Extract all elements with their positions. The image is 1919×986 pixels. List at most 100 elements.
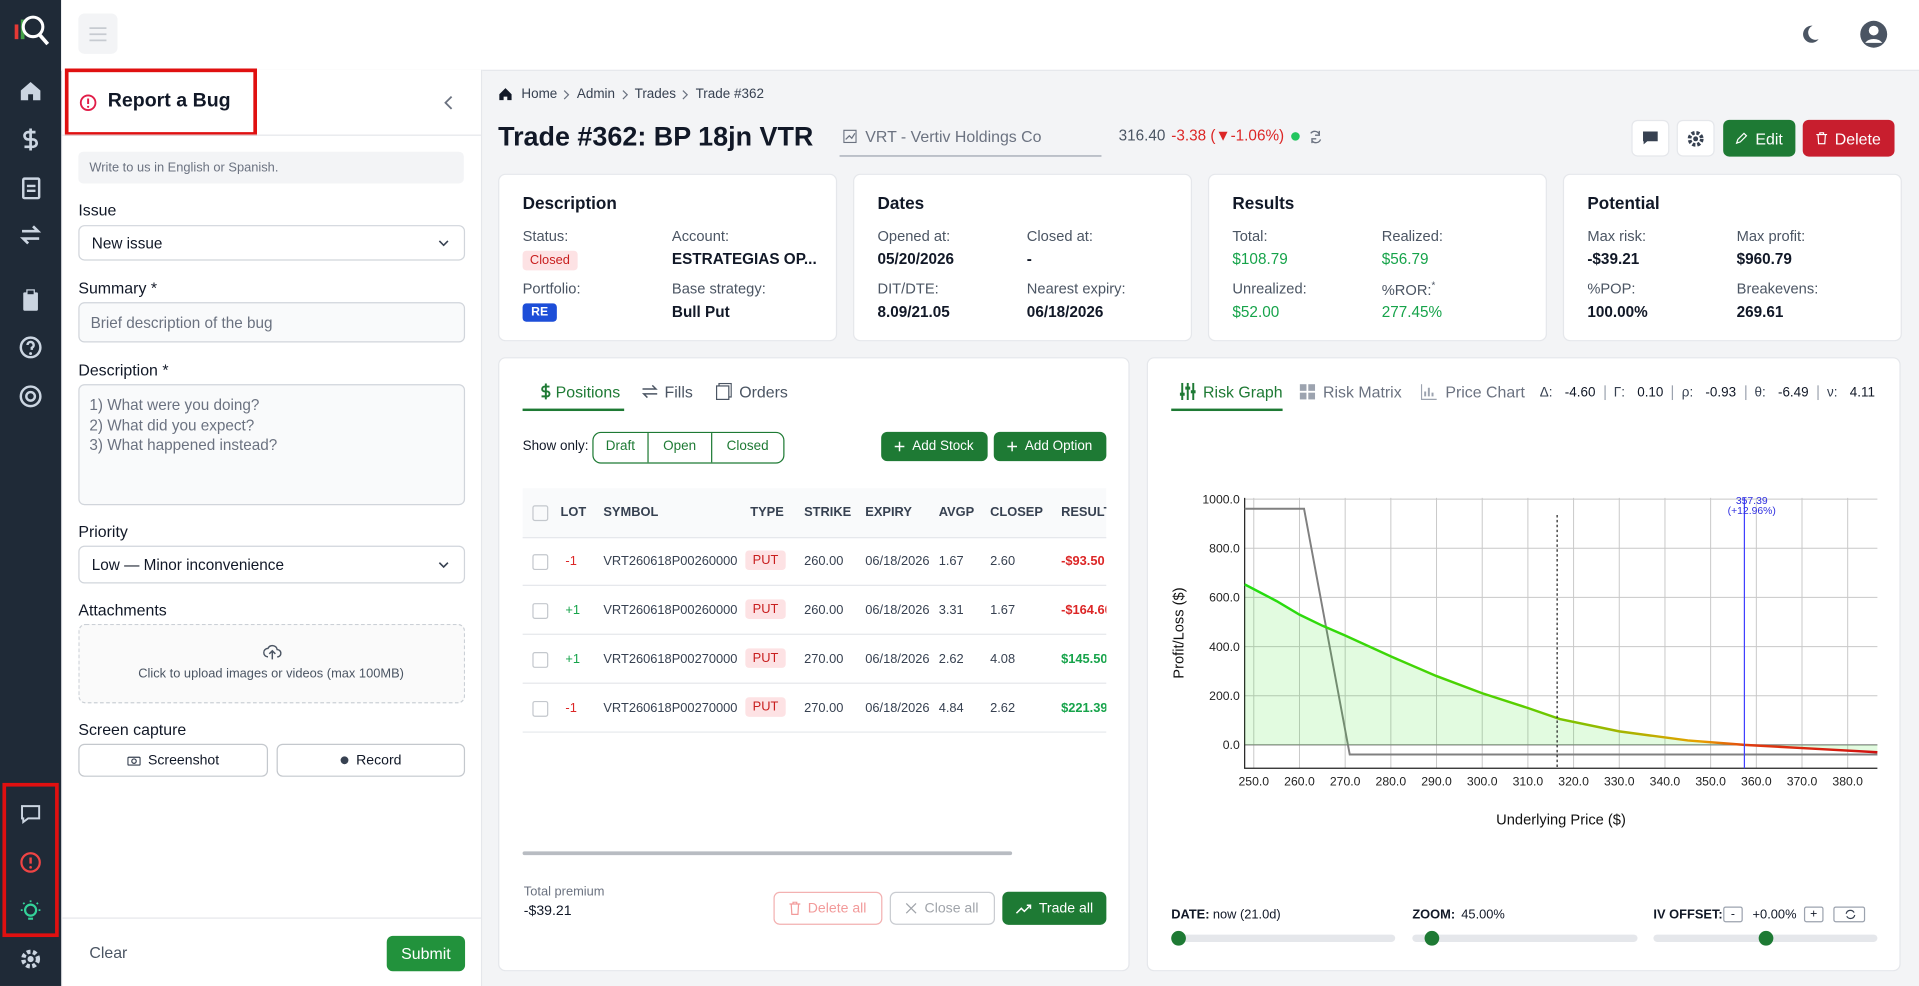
nav-support[interactable] — [18, 384, 42, 408]
iv-step-button[interactable]: + — [1803, 906, 1824, 923]
row-divider — [522, 731, 1107, 733]
nav-home[interactable] — [18, 78, 42, 102]
breadcrumb-item[interactable]: Trades — [634, 86, 677, 102]
highlight-box — [2, 782, 59, 938]
chart-icon — [843, 129, 857, 144]
label-text: DIT/DTE: — [877, 280, 939, 298]
column-header[interactable]: CLOSEP — [990, 505, 1043, 520]
checkbox[interactable] — [532, 652, 549, 668]
trade-all-button[interactable]: Trade all — [1002, 891, 1107, 925]
x-tick-label: 320.0 — [1558, 774, 1589, 788]
priority-select[interactable]: Low — Minor inconvenience — [78, 545, 466, 584]
symbol-input[interactable]: VRT - Vertiv Holdings Co — [839, 120, 1102, 157]
camera-icon — [127, 756, 141, 766]
collapse-button[interactable] — [443, 95, 455, 110]
reset-icon — [1845, 909, 1856, 920]
breadcrumb-item[interactable]: Admin — [576, 86, 616, 102]
label-text: Closed at: — [1026, 227, 1093, 245]
column-header[interactable]: EXPIRY — [865, 505, 912, 520]
clear-button[interactable]: Clear — [89, 943, 128, 962]
checkbox[interactable] — [532, 700, 549, 717]
slider-track[interactable] — [1171, 934, 1396, 942]
x-tick-label: 300.0 — [1467, 774, 1498, 788]
checkbox[interactable] — [532, 505, 549, 522]
settings-button[interactable] — [1676, 119, 1715, 157]
y-tick-label: 800.0 — [1209, 542, 1240, 556]
cell: VRT260618P00260000 — [603, 554, 738, 569]
cell: 1.67 — [938, 554, 964, 569]
tab[interactable]: Price Chart — [1445, 382, 1525, 402]
screenshot-button[interactable]: Screenshot — [78, 743, 269, 777]
divider — [62, 917, 481, 919]
tab-icon — [1420, 384, 1437, 401]
nav-money[interactable] — [18, 126, 42, 151]
cell: 06/18/2026 — [865, 554, 930, 569]
cell: 260.00 — [804, 603, 844, 618]
label-text: Account: — [671, 227, 730, 245]
record-button[interactable]: Record — [276, 743, 466, 777]
checkbox[interactable] — [532, 603, 549, 619]
plus-icon — [895, 441, 905, 452]
menu-button[interactable] — [78, 13, 118, 54]
nav-help[interactable] — [18, 335, 42, 359]
column-header[interactable]: LOT — [560, 505, 587, 520]
filter-button[interactable]: Draft — [605, 439, 635, 454]
summary-input[interactable]: Brief description of the bug — [78, 302, 466, 343]
tab[interactable]: Risk Graph — [1203, 382, 1283, 402]
nav-idea[interactable] — [18, 899, 42, 923]
column-header[interactable]: RESULT — [1061, 505, 1106, 520]
row-divider — [522, 682, 1107, 684]
filter-button[interactable]: Closed — [710, 433, 784, 463]
greek-label: Γ: — [1613, 385, 1625, 401]
breadcrumb-item[interactable]: Home — [521, 86, 558, 102]
nav-trades[interactable] — [18, 175, 42, 200]
theme-toggle[interactable] — [1799, 23, 1821, 45]
slider-thumb[interactable] — [1171, 930, 1186, 946]
add-option-button[interactable]: Add Option — [993, 431, 1107, 462]
trash-icon — [1816, 132, 1828, 145]
cell: 270.00 — [804, 652, 844, 667]
column-header[interactable]: AVGP — [938, 505, 975, 520]
issue-select[interactable]: New issue — [78, 225, 466, 261]
column-header[interactable]: STRIKE — [804, 505, 852, 520]
slider-track[interactable] — [1412, 934, 1638, 942]
cell: -1 — [565, 700, 577, 716]
iv-reset-button[interactable] — [1833, 906, 1866, 923]
nav-transfers[interactable] — [18, 223, 42, 247]
description-input[interactable]: 1) What were you doing? 2) What did you … — [78, 384, 466, 506]
panel-title: Report a Bug — [107, 90, 231, 112]
delete-button[interactable]: Delete — [1802, 119, 1895, 157]
tab[interactable]: Risk Matrix — [1322, 382, 1402, 402]
nav-feedback[interactable] — [18, 801, 42, 825]
tab[interactable]: Fills — [664, 382, 693, 402]
field-value: - — [1026, 250, 1032, 268]
close-all-button[interactable]: Close all — [889, 891, 995, 925]
slider-thumb[interactable] — [1758, 930, 1774, 946]
submit-button[interactable]: Submit — [386, 935, 466, 972]
iv-step-button[interactable]: - — [1723, 906, 1743, 923]
column-header[interactable]: SYMBOL — [603, 505, 659, 520]
tab[interactable]: Orders — [739, 382, 788, 402]
comments-button[interactable] — [1631, 119, 1670, 157]
label-text: Total: — [1232, 227, 1268, 245]
tab-underline — [1171, 408, 1283, 412]
field-label: Attachments — [78, 600, 167, 619]
slider-thumb[interactable] — [1424, 930, 1440, 946]
tab[interactable]: Positions — [555, 382, 621, 402]
edit-button[interactable]: Edit — [1723, 119, 1796, 157]
checkbox[interactable] — [532, 554, 549, 571]
user-avatar[interactable] — [1859, 20, 1888, 49]
control-value: 45.00% — [1461, 907, 1505, 923]
nav-journal[interactable] — [18, 287, 42, 311]
upload-area[interactable]: Click to upload images or videos (max 10… — [78, 623, 466, 704]
symbol-text: VRT - Vertiv Holdings Co — [865, 127, 1042, 146]
column-header[interactable]: TYPE — [750, 505, 784, 520]
separator — [564, 90, 570, 100]
nav-report-bug[interactable] — [18, 850, 42, 874]
nav-settings[interactable] — [18, 947, 42, 971]
scrollbar[interactable] — [522, 851, 1013, 856]
delete-all-button[interactable]: Delete all — [773, 891, 883, 925]
bug-icon — [79, 94, 97, 112]
filter-button[interactable]: Open — [647, 433, 711, 463]
add-stock-button[interactable]: Add Stock — [881, 431, 988, 462]
